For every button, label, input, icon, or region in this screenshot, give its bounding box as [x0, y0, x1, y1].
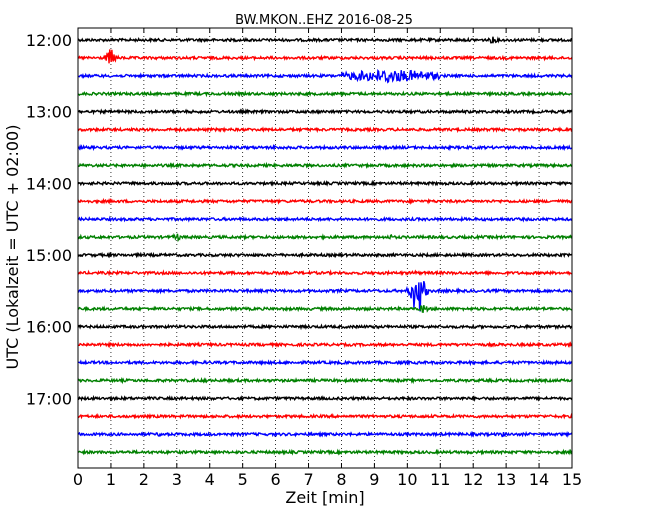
trace-line — [77, 358, 573, 367]
trace-line — [78, 305, 573, 313]
trace-line — [77, 281, 573, 312]
x-tick-label: 0 — [73, 470, 83, 489]
x-tick-label: 7 — [303, 470, 313, 489]
x-tick-label: 12 — [463, 470, 483, 489]
x-tick-label: 14 — [529, 470, 549, 489]
trace-line — [77, 36, 573, 44]
x-tick-label: 10 — [397, 470, 417, 489]
trace-line — [77, 340, 573, 349]
x-axis-label: Zeit [min] — [285, 488, 364, 507]
y-axis-label: UTC (Lokalzeit = UTC + 02:00) — [3, 125, 22, 370]
y-tick-label: 13:00 — [26, 103, 72, 122]
x-tick-label: 1 — [106, 470, 116, 489]
chart-title: BW.MKON..EHZ 2016-08-25 — [235, 13, 413, 28]
x-tick-label: 13 — [496, 470, 516, 489]
y-tick-label: 14:00 — [26, 174, 72, 193]
y-tick-label: 16:00 — [26, 318, 72, 337]
trace-line — [77, 430, 573, 438]
y-tick-label: 15:00 — [26, 246, 72, 265]
x-tick-label: 6 — [271, 470, 281, 489]
x-tick-label: 9 — [369, 470, 379, 489]
trace-line — [77, 49, 573, 64]
trace-line — [77, 161, 573, 170]
trace-line — [77, 376, 573, 385]
trace-line — [77, 126, 573, 134]
y-axis: 12:00 13:00 14:00 15:00 16:00 17:00 — [26, 31, 572, 408]
x-axis: 0 1 2 3 4 5 6 7 8 9 10 11 12 13 14 15 — [73, 28, 582, 489]
trace-line — [77, 215, 573, 223]
trace-line — [77, 323, 573, 331]
trace-line — [77, 448, 573, 456]
trace-line — [77, 394, 573, 403]
x-tick-label: 3 — [172, 470, 182, 489]
traces — [77, 36, 573, 456]
y-tick-label: 17:00 — [26, 389, 72, 408]
plot-frame — [77, 27, 573, 469]
trace-line — [77, 251, 573, 259]
trace-line — [77, 412, 573, 420]
x-tick-label: 15 — [562, 470, 582, 489]
x-tick-label: 11 — [430, 470, 450, 489]
trace-line — [77, 143, 573, 152]
trace-line — [77, 179, 573, 187]
trace-line — [77, 108, 573, 116]
x-tick-label: 4 — [205, 470, 215, 489]
trace-line — [77, 90, 573, 98]
x-tick-label: 8 — [336, 470, 346, 489]
trace-line — [77, 197, 573, 205]
trace-line — [77, 69, 573, 84]
x-tick-label: 2 — [139, 470, 149, 489]
trace-line — [77, 269, 573, 277]
x-tick-label: 5 — [238, 470, 248, 489]
y-tick-label: 12:00 — [26, 31, 72, 50]
grid — [110, 28, 540, 468]
trace-line — [77, 233, 573, 243]
